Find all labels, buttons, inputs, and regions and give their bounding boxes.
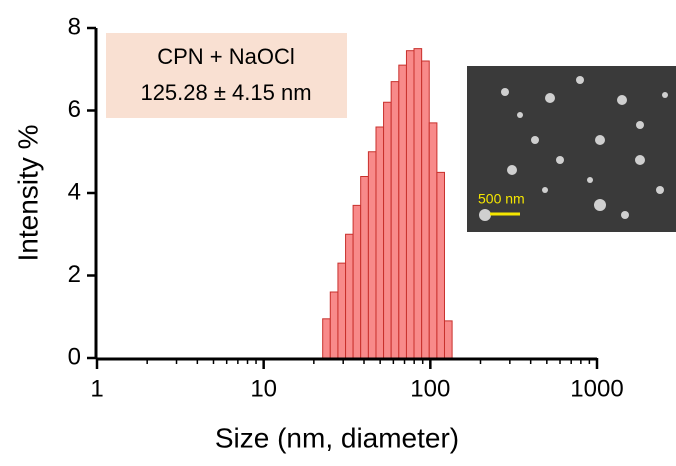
scale-label: 500 nm <box>478 191 525 207</box>
x-tick-label: 10 <box>250 375 277 402</box>
sem-image <box>467 66 676 232</box>
bar <box>428 122 438 359</box>
x-tick-label: 100 <box>410 375 450 402</box>
x-tick-label: 1000 <box>570 375 623 402</box>
bar <box>367 151 377 359</box>
bar <box>360 176 369 359</box>
bar <box>337 262 347 359</box>
bar <box>398 64 407 359</box>
bar <box>443 320 453 359</box>
bar <box>436 171 445 359</box>
bar <box>383 101 392 359</box>
bar <box>413 48 423 359</box>
annotation-line: CPN + NaOCl <box>157 44 295 69</box>
y-tick-label: 8 <box>68 13 81 40</box>
y-tick-label: 6 <box>68 96 81 123</box>
y-axis-label: Intensity % <box>12 125 43 262</box>
annotation-line: 125.28 ± 4.15 nm <box>140 80 311 105</box>
bar <box>390 81 400 359</box>
x-tick-label: 1 <box>90 375 103 402</box>
bar <box>329 291 339 359</box>
y-tick-label: 2 <box>68 261 81 288</box>
bar <box>352 204 362 359</box>
y-tick-label: 0 <box>68 343 81 370</box>
x-axis-label: Size (nm, diameter) <box>215 422 459 453</box>
bar <box>375 126 385 359</box>
bar <box>405 50 415 359</box>
particles <box>479 76 668 221</box>
bar <box>322 318 331 359</box>
y-tick-label: 4 <box>68 178 81 205</box>
bar <box>421 60 430 359</box>
sem-inset: 500 nm <box>467 66 676 232</box>
annotation-box <box>106 33 347 118</box>
bar <box>345 233 354 359</box>
